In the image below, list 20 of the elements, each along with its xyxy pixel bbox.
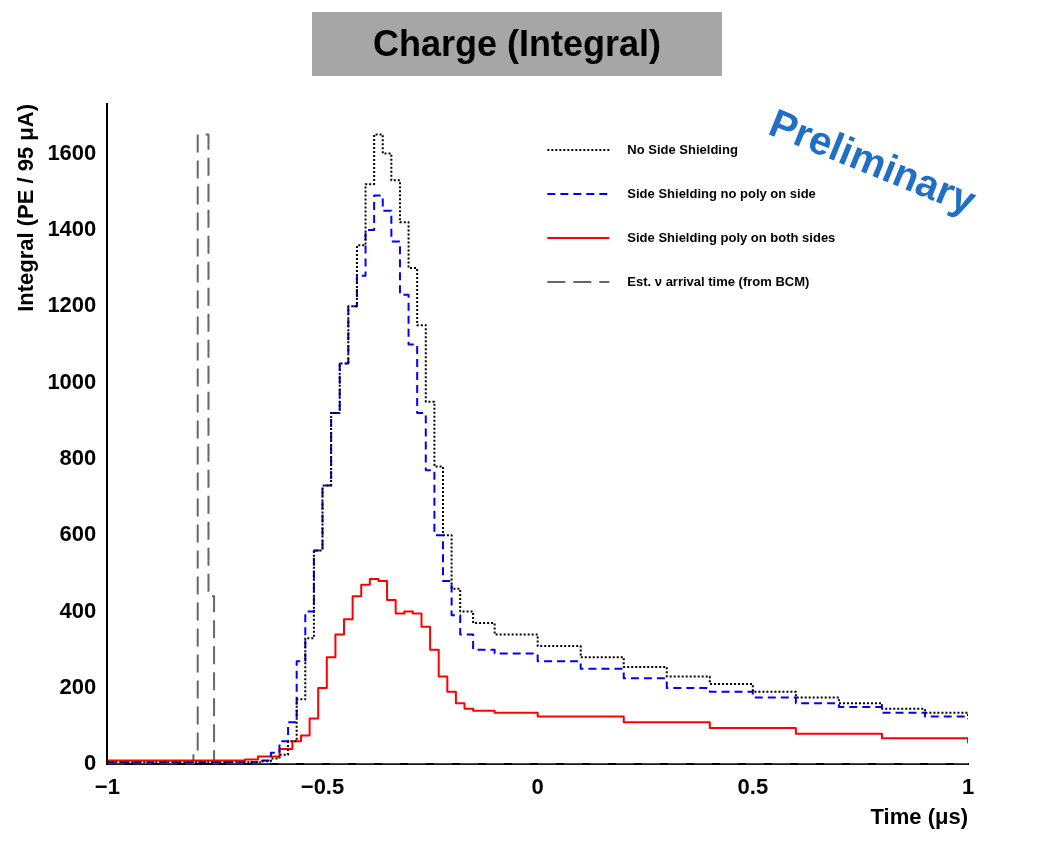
- x-tick-label: 0.5: [737, 774, 769, 800]
- y-tick-label: 0: [84, 750, 97, 776]
- legend-label: Side Shielding poly on both sides: [627, 229, 836, 245]
- x-tick-label: −0.5: [300, 774, 345, 800]
- x-axis-title: Time (μs): [870, 803, 968, 829]
- y-tick-label: 800: [59, 444, 97, 470]
- chart-title: Charge (Integral): [312, 12, 722, 76]
- legend-label: No Side Shielding: [627, 141, 738, 157]
- y-tick-label: 200: [59, 673, 97, 699]
- x-tick-label: 0: [531, 774, 544, 800]
- x-tick-label: 1: [961, 774, 975, 800]
- x-tick-label: −1: [94, 774, 120, 800]
- y-tick-label: 1200: [47, 292, 97, 318]
- y-tick-label: 1600: [47, 139, 97, 165]
- y-tick-label: 400: [59, 597, 97, 623]
- legend-label: Est. ν arrival time (from BCM): [627, 273, 810, 289]
- y-tick-label: 1400: [47, 216, 97, 241]
- y-tick-label: 600: [59, 521, 97, 547]
- y-tick-label: 1000: [47, 368, 97, 394]
- y-axis-title: Integral (PE / 95 μA): [13, 104, 39, 312]
